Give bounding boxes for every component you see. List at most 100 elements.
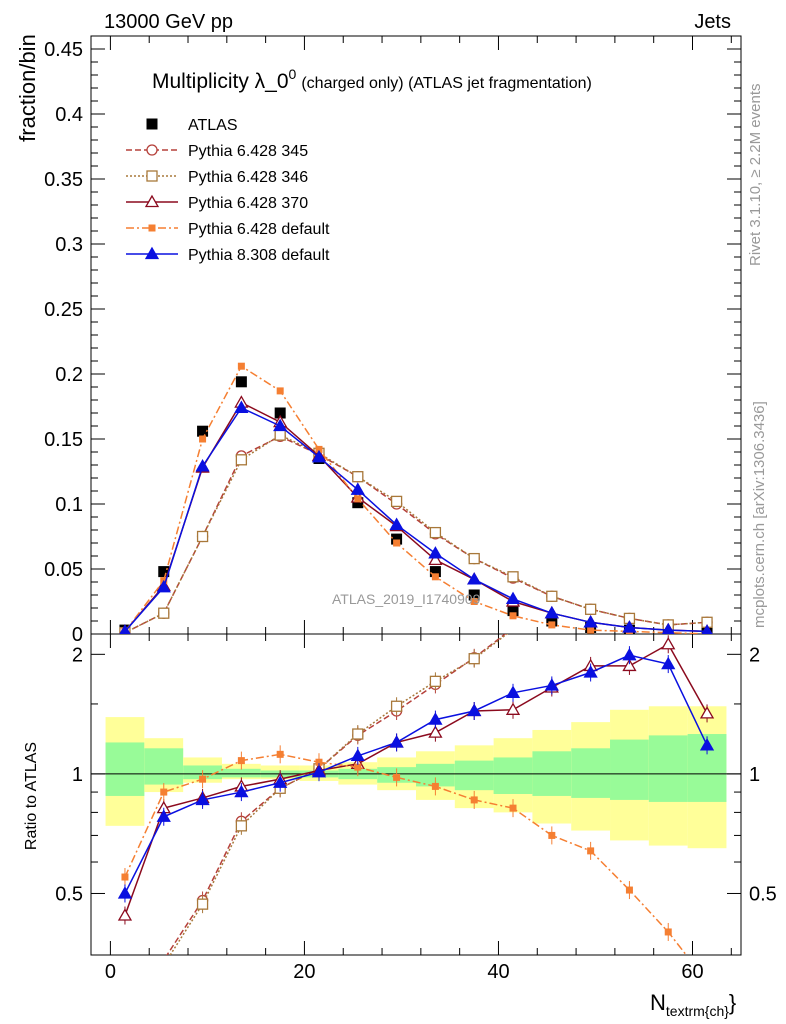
legend-label: Pythia 6.428 346 bbox=[188, 169, 308, 186]
data-point bbox=[235, 376, 247, 388]
series-line bbox=[124, 406, 708, 633]
ratio-point bbox=[699, 706, 715, 719]
xlabel: Ntextrm{ch}} bbox=[650, 990, 736, 1019]
ratio-point bbox=[350, 748, 365, 762]
band-green-bin bbox=[416, 763, 455, 787]
legend-marker bbox=[146, 170, 158, 182]
ratio-point bbox=[428, 725, 443, 738]
ratio-point bbox=[237, 757, 245, 765]
data-point bbox=[315, 445, 323, 453]
ratio-point bbox=[505, 702, 521, 715]
ratio-point bbox=[393, 773, 401, 781]
ratio-line bbox=[169, 634, 509, 955]
ratio-point bbox=[544, 678, 559, 691]
main-ytick-label: 0.4 bbox=[55, 104, 83, 126]
ratio-point bbox=[235, 820, 248, 832]
ratio-line bbox=[124, 643, 708, 916]
category-label: Jets bbox=[694, 11, 731, 33]
data-point bbox=[468, 552, 480, 565]
analysis-watermark: ATLAS_2019_I1740909 bbox=[332, 591, 481, 607]
ratio-point bbox=[661, 656, 676, 670]
ratio-point bbox=[354, 763, 362, 771]
data-point bbox=[158, 607, 170, 619]
xtick-label: 60 bbox=[681, 961, 703, 983]
legend-marker bbox=[148, 224, 156, 232]
title-main: Multiplicity λ_0 bbox=[152, 70, 289, 93]
data-point bbox=[661, 622, 675, 634]
main-ytick-label: 0.45 bbox=[44, 39, 83, 61]
ratio-point bbox=[276, 750, 284, 758]
ratio-point bbox=[311, 764, 327, 778]
ratio-point bbox=[160, 788, 168, 796]
ratio-point bbox=[622, 647, 637, 661]
data-point bbox=[276, 387, 284, 395]
ratio-ytick-label-right: 0.5 bbox=[749, 883, 777, 905]
mcplots-side-label: mcplots.cern.ch [arXiv:1306.3436] bbox=[751, 401, 768, 628]
ratio-point bbox=[699, 738, 715, 751]
ratio-point bbox=[428, 712, 443, 725]
main-ylabel: fraction/bin bbox=[15, 34, 40, 142]
ratio-line bbox=[124, 654, 708, 894]
axis-ticks: 00.050.10.150.20.250.30.350.40.450 20 40 60… bbox=[44, 36, 777, 983]
series-line bbox=[124, 365, 708, 634]
data-point bbox=[393, 539, 401, 547]
ratio-plot-series bbox=[117, 634, 715, 955]
ratio-point bbox=[468, 653, 480, 665]
series-line bbox=[124, 435, 708, 634]
main-plot-series bbox=[119, 362, 713, 634]
ratio-point bbox=[548, 831, 556, 839]
data-point bbox=[505, 591, 521, 605]
data-point bbox=[507, 605, 519, 617]
band-green-bin bbox=[454, 760, 494, 791]
legend-label: Pythia 8.308 default bbox=[188, 247, 330, 264]
ratio-ytick-label-left: 2 bbox=[72, 644, 83, 666]
ratio-point bbox=[121, 873, 129, 881]
ratio-point bbox=[470, 796, 478, 804]
ratio-point bbox=[622, 658, 637, 672]
ratio-point bbox=[505, 685, 521, 698]
ratio-line bbox=[166, 634, 507, 955]
data-point bbox=[701, 624, 713, 634]
ratio-point bbox=[661, 636, 676, 650]
ratio-point bbox=[315, 758, 323, 766]
ratio-uncertainty-bands bbox=[105, 706, 727, 849]
data-point bbox=[429, 566, 441, 578]
data-point bbox=[467, 572, 482, 585]
ratio-point bbox=[583, 665, 598, 678]
series-line bbox=[124, 434, 708, 634]
data-point bbox=[544, 605, 559, 619]
ratio-point bbox=[352, 728, 364, 740]
data-point bbox=[431, 573, 439, 581]
main-title: Multiplicity λ_00(charged only) (ATLAS j… bbox=[152, 66, 592, 93]
main-ytick-label: 0.1 bbox=[55, 494, 83, 516]
ratio-ytick-label-right: 1 bbox=[749, 764, 760, 786]
ratio-point bbox=[117, 908, 133, 921]
title-suffix: (charged only) (ATLAS jet fragmentation) bbox=[301, 75, 592, 92]
ratio-ytick-label-left: 1 bbox=[72, 764, 83, 786]
main-ytick-label: 0.3 bbox=[55, 234, 83, 256]
ratio-line bbox=[124, 753, 688, 955]
data-point bbox=[197, 425, 209, 437]
xtick-label: 0 bbox=[105, 961, 116, 983]
band-green-bin bbox=[221, 768, 261, 778]
ratio-point bbox=[431, 782, 439, 790]
xtick-label: 40 bbox=[487, 961, 509, 983]
data-point bbox=[509, 612, 517, 620]
energy-label: 13000 GeV pp bbox=[104, 11, 233, 33]
ratio-point bbox=[117, 886, 133, 899]
data-point bbox=[273, 418, 288, 432]
data-point bbox=[350, 482, 365, 495]
band-green-bin bbox=[648, 735, 688, 802]
data-point bbox=[389, 517, 404, 530]
ratio-point bbox=[587, 847, 595, 855]
band-green-bin bbox=[610, 739, 649, 800]
data-point bbox=[429, 526, 442, 539]
main-ytick-label: 0.15 bbox=[44, 429, 83, 451]
ratio-point bbox=[156, 809, 171, 822]
data-point bbox=[235, 454, 248, 466]
title-sup: 0 bbox=[289, 66, 297, 82]
data-point bbox=[507, 571, 519, 583]
legend-label: Pythia 6.428 345 bbox=[188, 143, 308, 160]
legend-marker bbox=[146, 144, 158, 156]
